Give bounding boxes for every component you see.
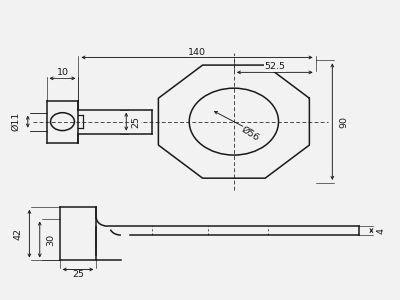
- Text: Ø11: Ø11: [11, 112, 20, 131]
- Text: 90: 90: [339, 116, 348, 128]
- Text: 140: 140: [188, 48, 206, 57]
- Text: 52.5: 52.5: [264, 62, 285, 71]
- Text: Ø56: Ø56: [239, 125, 260, 143]
- Text: 4: 4: [376, 228, 386, 234]
- Text: 42: 42: [14, 228, 23, 240]
- Text: 30: 30: [46, 233, 56, 246]
- Text: 10: 10: [56, 68, 68, 77]
- Text: 25: 25: [132, 116, 141, 128]
- Text: 25: 25: [72, 270, 84, 279]
